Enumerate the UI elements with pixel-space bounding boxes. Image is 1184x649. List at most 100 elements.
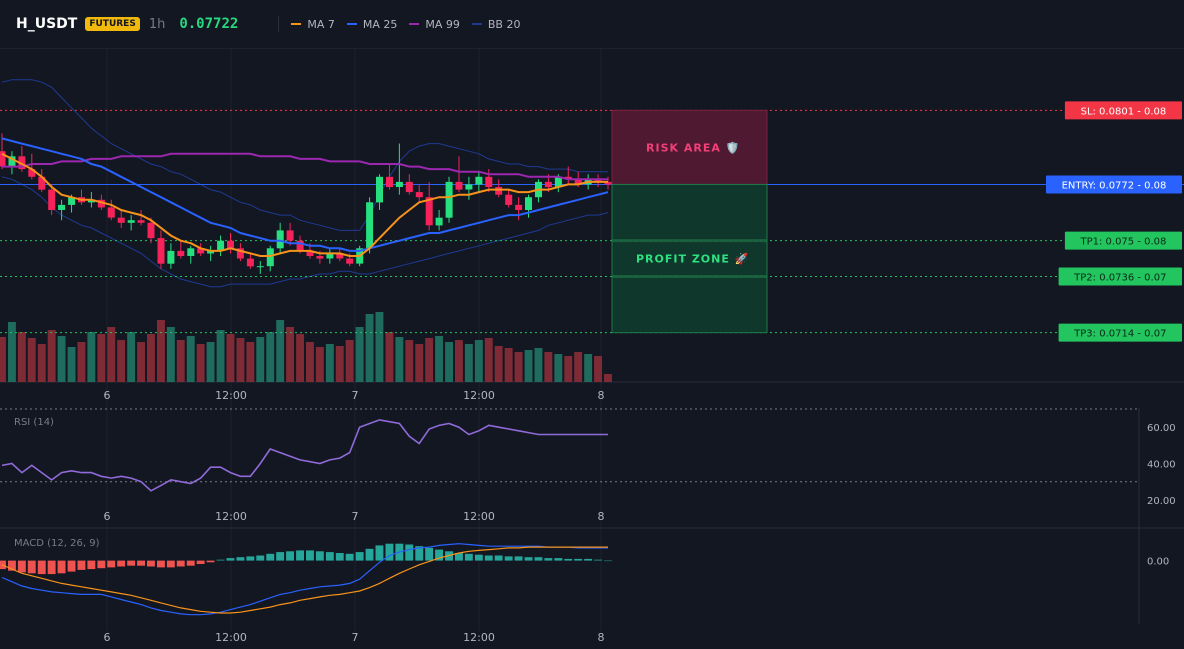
candle-body	[445, 181, 453, 218]
legend-ma99[interactable]: MA 99	[409, 18, 460, 31]
x-axis-tick: 7	[352, 510, 359, 523]
x-axis-tick: 7	[352, 389, 359, 402]
interval-label[interactable]: 1h	[148, 16, 166, 32]
candle-body	[266, 248, 274, 267]
chart-header: H_USDT FUTURES 1h 0.07722 MA 7 MA 25 MA …	[0, 0, 1184, 49]
legend-ma25[interactable]: MA 25	[346, 17, 398, 31]
macd-histogram-bar	[296, 550, 304, 561]
volume-bar	[514, 352, 523, 382]
last-price: 0.07722	[179, 16, 239, 32]
candle-body	[117, 217, 125, 223]
volume-bar	[206, 342, 215, 382]
macd-histogram-bar	[17, 560, 26, 573]
macd-histogram-bar	[236, 557, 245, 561]
chart-canvas[interactable]: RISK AREA 🛡️ PROFIT ZONE 🚀 SL: 0.0801 - 0.…	[0, 49, 1184, 649]
candle-body	[127, 220, 135, 223]
volume-bar	[117, 340, 126, 382]
candle-body	[395, 181, 403, 187]
macd-histogram-bar	[375, 545, 384, 561]
macd-histogram-bar	[127, 560, 136, 566]
candle-body	[137, 220, 145, 223]
volume-bar	[554, 354, 563, 382]
x-axis-tick: 12:00	[463, 631, 495, 644]
legend-bb20[interactable]: BB 20	[471, 17, 521, 31]
level-label-box	[1046, 175, 1182, 194]
candle-body	[217, 240, 225, 251]
candle-body	[167, 250, 175, 264]
macd-histogram-bar	[474, 554, 483, 561]
volume-bar	[17, 332, 26, 382]
candle-body	[326, 253, 334, 259]
legend-ma99-swatch	[409, 23, 420, 25]
macd-histogram-bar	[455, 553, 463, 561]
macd-histogram-bar	[87, 560, 96, 570]
candle-body	[227, 240, 234, 249]
volume-bar	[375, 312, 384, 382]
volume-bar	[474, 340, 483, 382]
candle-body	[604, 181, 612, 185]
legend-bb20-label: BB 20	[487, 17, 521, 31]
macd-histogram-bar	[216, 559, 225, 561]
macd-histogram-bar	[494, 555, 503, 561]
macd-histogram-bar	[345, 553, 354, 561]
macd-histogram-bar	[524, 557, 533, 561]
volume-bar	[236, 338, 245, 382]
candle-body	[405, 181, 413, 193]
volume-bar	[445, 342, 453, 382]
volume-bar	[574, 352, 583, 382]
rsi-pane[interactable]: RSI (14) 60.00 40.00 20.00 6 12:00 7 12:00 8	[0, 408, 1176, 523]
rsi-line	[1, 419, 608, 492]
candle-body	[306, 250, 314, 256]
candle-body	[276, 230, 284, 249]
candle-body	[97, 199, 105, 208]
volume-bar	[97, 334, 106, 382]
volume-bar	[8, 322, 16, 382]
risk-area-zone	[611, 109, 768, 185]
level-label-text: TP2: 0.0736 - 0.07	[1073, 272, 1166, 283]
macd-pane[interactable]: MACD (12, 26, 9) 0.00 6 12:00 7 12:00 8	[0, 538, 1169, 644]
candle-body	[554, 176, 562, 187]
candle-body	[68, 197, 76, 205]
macd-signal-line	[1, 546, 608, 614]
legend-ma99-label: MA 99	[425, 17, 460, 31]
candle-body	[58, 204, 66, 210]
volume-bar	[325, 344, 334, 382]
candle-body	[415, 192, 423, 198]
macd-histogram-bar	[256, 555, 265, 561]
volume-bar	[306, 342, 314, 382]
candle-body	[515, 204, 523, 210]
volume-bar	[147, 334, 155, 382]
candle-body	[286, 230, 294, 241]
legend-ma25-label: MA 25	[362, 17, 398, 31]
level-label-text: ENTRY: 0.0772 - 0.08	[1062, 180, 1167, 191]
volume-bar	[87, 332, 96, 382]
candle-body	[505, 194, 513, 205]
ma7-line	[1, 152, 608, 257]
profit-zone-label: PROFIT ZONE 🚀	[636, 253, 749, 266]
candle-body	[48, 189, 56, 210]
candle-body	[435, 217, 443, 226]
macd-histogram-bar	[57, 560, 66, 574]
volume-bar	[455, 340, 463, 382]
symbol-name[interactable]: H_USDT	[16, 16, 78, 32]
price-pane[interactable]: RISK AREA 🛡️ PROFIT ZONE 🚀 SL: 0.0801 - 0.…	[0, 79, 1184, 402]
volume-bar	[176, 340, 185, 382]
macd-histogram-bar	[415, 546, 424, 561]
macd-histogram-bar	[425, 547, 434, 561]
legend-ma7[interactable]: MA 7	[291, 18, 335, 31]
candle-body	[386, 176, 393, 187]
macd-histogram-bar	[534, 557, 543, 561]
candle-body	[425, 197, 433, 226]
x-axis-tick: 6	[104, 389, 111, 402]
header-divider	[278, 16, 280, 32]
candle-body	[187, 248, 195, 256]
x-axis-tick: 12:00	[215, 389, 247, 402]
volume-bar	[246, 342, 255, 382]
candle-body	[28, 169, 36, 177]
macd-histogram-bar	[176, 560, 185, 567]
macd-y-tick: 0.00	[1147, 557, 1169, 568]
macd-histogram-bar	[594, 559, 602, 561]
volume-bar	[157, 320, 165, 382]
macd-histogram-bar	[47, 560, 56, 575]
candle-body	[376, 176, 383, 203]
